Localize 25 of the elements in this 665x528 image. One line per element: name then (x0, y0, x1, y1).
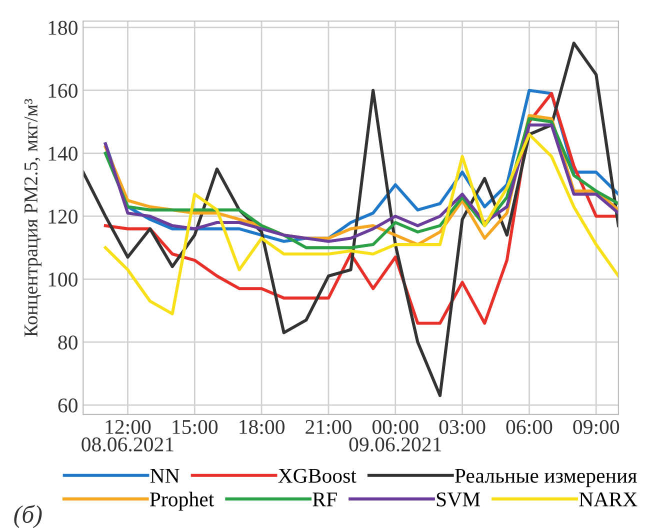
y-tick-label: 60 (58, 398, 78, 412)
y-tick-label: 80 (58, 335, 78, 350)
legend-label: Реальные измерения (455, 468, 637, 488)
legend-label: RF (312, 492, 337, 506)
line-series (83, 42, 618, 398)
x-tick-label: 09:00 (573, 420, 620, 434)
y-tick-label: 100 (48, 272, 78, 287)
y-axis-title: Концентрация PM2.5, мкг/м³ (24, 98, 42, 337)
x-tick-label: 18:00 (240, 420, 284, 434)
x-tick-label: 06:00 (506, 420, 552, 434)
y-tick-label: 140 (48, 146, 78, 161)
line-series (104, 132, 618, 316)
y-tick-label: 180 (48, 20, 78, 35)
legend-label: NARX (579, 492, 638, 506)
legend-label: XGBoost (278, 468, 356, 483)
x-tick-label: 12:00 08.06.2021 (82, 420, 174, 452)
y-tick-label: 120 (48, 210, 78, 224)
legend-label: NN (150, 468, 180, 483)
x-tick-label: 21:00 (306, 420, 352, 434)
legend-label: Prophet (150, 492, 214, 511)
legend-label: SVM (436, 492, 480, 507)
text: (б) (14, 504, 42, 528)
x-tick-label: 15:00 (172, 420, 218, 434)
x-tick-label: 03:00 (439, 420, 486, 434)
y-tick-label: 160 (48, 84, 78, 98)
